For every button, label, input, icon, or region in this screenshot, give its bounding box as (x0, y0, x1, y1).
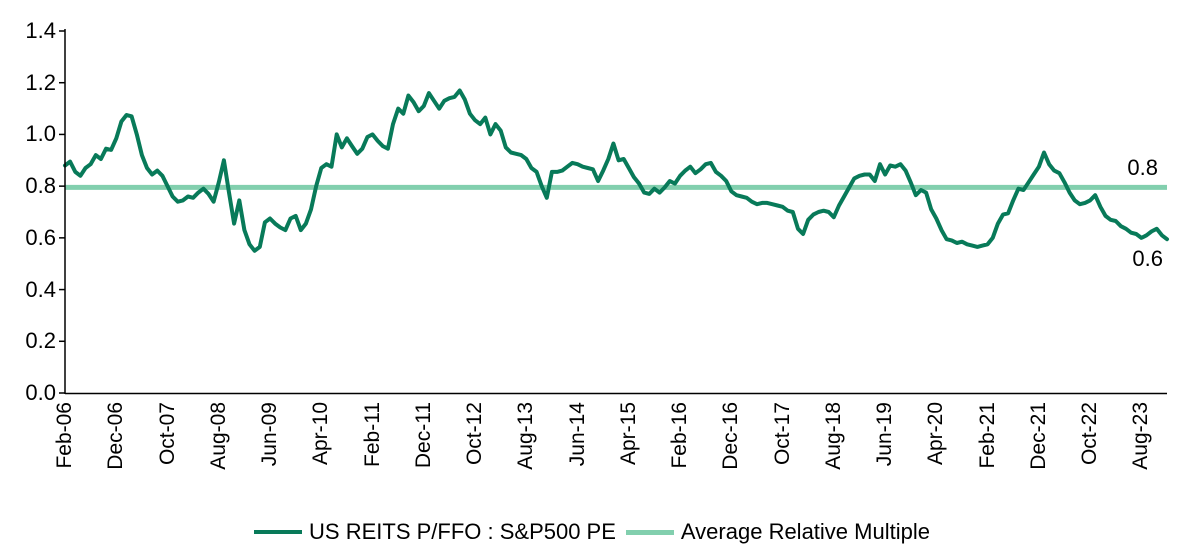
y-axis-label: 0.2 (25, 328, 56, 354)
x-axis-label: Jun-09 (258, 402, 282, 467)
y-axis-label: 0.4 (25, 276, 56, 302)
x-axis-label: Dec-06 (104, 402, 128, 470)
y-axis-label: 0.8 (25, 173, 56, 199)
series-line-swatch (254, 530, 303, 534)
y-axis-label: 1.4 (25, 18, 56, 43)
x-axis-label: Aug-23 (1129, 402, 1153, 470)
y-axis-label: 1.2 (25, 69, 56, 95)
y-axis-label: 0.6 (25, 224, 56, 250)
x-axis-label: Apr-10 (309, 402, 333, 466)
x-axis-label: Dec-16 (719, 402, 743, 470)
average-line-swatch (625, 529, 674, 535)
x-axis-label: Feb-21 (975, 402, 999, 469)
x-axis-label: Oct-12 (463, 402, 487, 466)
y-axis-label: 0.0 (25, 380, 56, 405)
x-axis-label: Oct-22 (1078, 402, 1102, 466)
y-axis-label: 1.0 (25, 121, 56, 147)
legend-item-average: Average Relative Multiple (625, 519, 930, 545)
series-line (63, 88, 1169, 253)
x-axis-label: Dec-21 (1026, 402, 1050, 470)
legend-label-average: Average Relative Multiple (680, 519, 930, 544)
average-value-annotation: 0.8 (1127, 155, 1158, 180)
x-axis-label: Aug-13 (514, 402, 538, 470)
legend: US REITS P/FFO : S&P500 PE Average Relat… (0, 518, 1184, 546)
end-value-annotation: 0.6 (1132, 246, 1163, 271)
x-axis-label: Jun-14 (565, 402, 589, 467)
x-axis-label: Oct-17 (770, 402, 794, 466)
x-axis-label: Feb-06 (53, 402, 76, 469)
x-axis-label: Dec-11 (411, 402, 435, 469)
legend-item-series: US REITS P/FFO : S&P500 PE (254, 519, 616, 545)
x-axis-label: Oct-07 (155, 402, 179, 466)
x-axis-label: Feb-16 (668, 402, 692, 469)
x-axis-label: Aug-08 (206, 402, 230, 470)
x-axis-label: Apr-20 (924, 402, 948, 466)
x-axis-label: Jun-19 (873, 402, 897, 467)
legend-label-series: US REITS P/FFO : S&P500 PE (309, 519, 616, 544)
x-axis-label: Feb-11 (360, 402, 384, 467)
x-axis-label: Aug-18 (821, 402, 845, 470)
x-axis-label: Apr-15 (616, 402, 640, 466)
